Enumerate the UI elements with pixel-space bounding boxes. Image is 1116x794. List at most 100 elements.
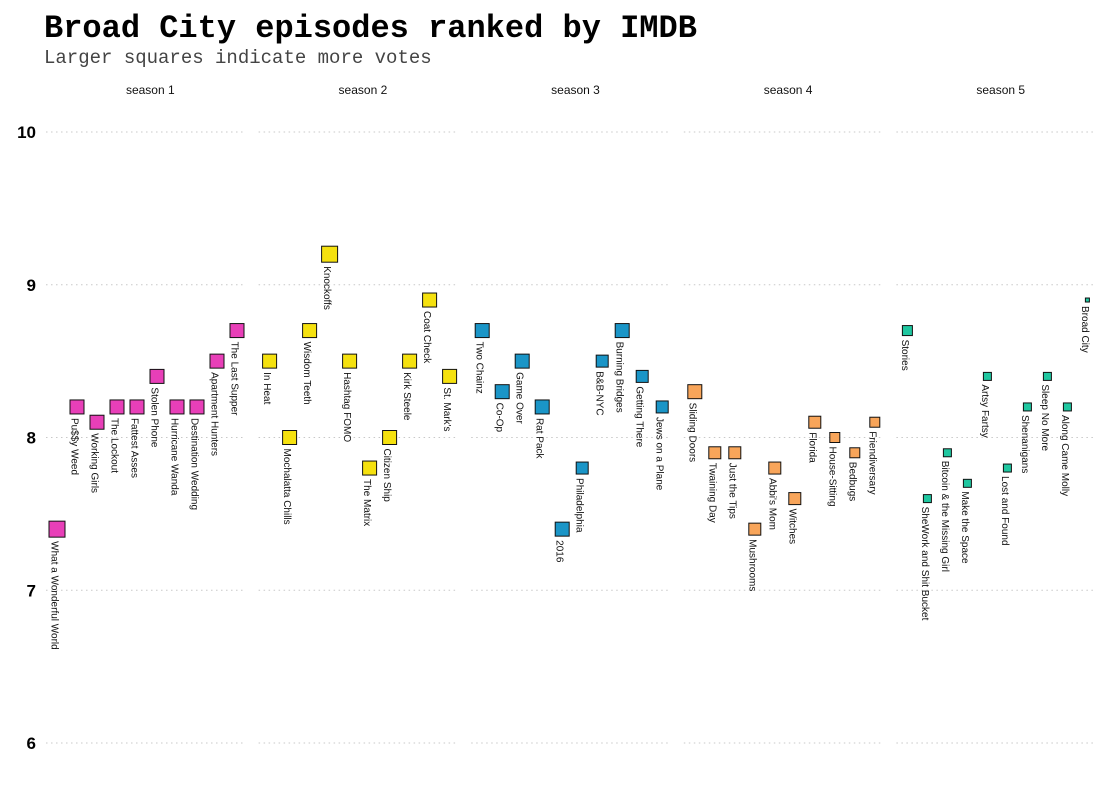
- episode-label: Stories: [899, 340, 910, 371]
- episode-label: The Matrix: [361, 479, 372, 526]
- episode-point: [109, 399, 125, 415]
- facet-season-3: season 3 Two Chainz Co-Op Game Over Rat Pack…: [474, 83, 669, 563]
- episode-point: [728, 446, 742, 460]
- episode-label: Sleep No More: [1039, 384, 1050, 451]
- episode-point: [282, 430, 298, 445]
- episode-label: Rat Pack: [534, 418, 545, 460]
- episode-label: Just the Tips: [726, 463, 737, 519]
- episode-label: St. Mark's: [441, 387, 452, 431]
- episode-point: [748, 522, 762, 536]
- chart-subtitle: Larger squares indicate more votes: [44, 47, 432, 69]
- episode-point: [442, 368, 458, 384]
- episode-label: Two Chainz: [474, 342, 485, 394]
- episode-point: [922, 494, 932, 504]
- episode-label: Stolen Phone: [149, 387, 160, 447]
- episode-point: [829, 432, 841, 443]
- episode-label: Mochalatta Chills: [281, 449, 292, 525]
- episode-point: [575, 461, 589, 475]
- episode-label: Working Girls: [89, 433, 100, 493]
- episode-label: Coat Check: [421, 311, 432, 364]
- episode-label: Co-Op: [494, 403, 505, 433]
- episode-point: [362, 460, 378, 476]
- episode-label: Twaining Day: [706, 463, 717, 523]
- episode-label: Witches: [786, 509, 797, 545]
- episode-label: Abbi's Mom: [766, 478, 777, 530]
- episode-point: [942, 448, 952, 458]
- episode-point: [209, 353, 225, 369]
- episode-point: [514, 353, 530, 369]
- episode-point: [788, 492, 802, 506]
- episode-point: [595, 354, 609, 368]
- episode-label: The Lockout: [109, 418, 120, 473]
- episode-point: [494, 384, 510, 400]
- chart-title: Broad City episodes ranked by IMDB: [44, 10, 697, 47]
- episode-label: Make the Space: [959, 491, 970, 564]
- facet-label: season 2: [339, 83, 388, 97]
- y-tick-label: 7: [27, 581, 36, 600]
- facet-season-1: season 1 What a Wonderful World Pu$$y Weed…: [48, 83, 245, 650]
- episode-label: Fattest Asses: [129, 418, 140, 478]
- episode-label: The Last Supper: [229, 342, 240, 417]
- episode-point: [189, 399, 205, 415]
- episode-point: [169, 399, 185, 415]
- episode-label: Apartment Hunters: [209, 372, 220, 456]
- episode-point: [1002, 463, 1012, 473]
- episode-label: Lost and Found: [999, 476, 1010, 546]
- episode-label: Artsy Fartsy: [979, 384, 990, 437]
- episode-point: [655, 400, 669, 414]
- episode-point: [614, 323, 630, 339]
- episode-point: [635, 369, 649, 383]
- episode-point: [302, 323, 318, 339]
- episode-point: [149, 368, 165, 384]
- facet-season-5: season 5 Stories SheWork and Shit Bucket Bi…: [899, 83, 1090, 621]
- episode-label: 2016: [554, 540, 565, 563]
- episode-label: Knockoffs: [321, 266, 332, 310]
- episode-label: Friendiversary: [866, 431, 877, 494]
- grid-lines: [46, 131, 1093, 744]
- episode-label: Hurricane Wanda: [169, 418, 180, 496]
- episode-label: Game Over: [514, 372, 525, 424]
- episode-point: [342, 353, 358, 369]
- episode-point: [69, 399, 85, 415]
- episode-point: [474, 323, 490, 339]
- episode-label: Shenanigans: [1019, 415, 1030, 473]
- episode-label: SheWork and Shit Bucket: [919, 507, 930, 621]
- episode-point: [1084, 297, 1090, 303]
- episode-label: In Heat: [261, 372, 272, 404]
- y-tick-label: 8: [27, 429, 36, 448]
- episode-point: [808, 415, 822, 429]
- episode-point: [402, 353, 418, 369]
- episode-label: What a Wonderful World: [49, 541, 60, 650]
- episode-point: [554, 521, 570, 537]
- episode-point: [422, 292, 438, 308]
- episode-label: House-Sitting: [826, 447, 837, 507]
- facet-label: season 5: [976, 83, 1025, 97]
- facet-season-2: season 2 In Heat Mochalatta Chills Wisdom T…: [261, 83, 458, 526]
- episode-label: Wisdom Teeth: [301, 342, 312, 405]
- episode-point: [1062, 402, 1072, 412]
- episode-point: [849, 447, 861, 459]
- episode-point: [869, 416, 881, 428]
- episode-label: Along Came Molly: [1059, 415, 1070, 496]
- episode-label: Florida: [806, 432, 817, 463]
- episode-point: [382, 430, 398, 445]
- episode-label: Burning Bridges: [614, 342, 625, 413]
- episode-label: Philadelphia: [574, 478, 585, 533]
- facet-label: season 1: [126, 83, 175, 97]
- episode-point: [129, 399, 145, 415]
- episode-label: Kirk Steele: [401, 372, 412, 421]
- facet-season-4: season 4 Sliding Doors Twaining Day Just th…: [686, 83, 881, 591]
- episode-label: Citizen Ship: [381, 449, 392, 503]
- episode-point: [962, 478, 972, 488]
- episode-label: Broad City: [1079, 306, 1090, 353]
- y-axis: 6 7 8 9 10: [17, 123, 36, 753]
- facet-label: season 4: [764, 83, 813, 97]
- episode-label: Destination Wedding: [189, 418, 200, 510]
- episode-label: Hashtag FOMO: [341, 372, 352, 442]
- episode-point: [708, 446, 722, 460]
- y-tick-label: 9: [27, 276, 36, 295]
- episode-point: [768, 461, 782, 475]
- episode-point: [901, 325, 913, 337]
- episode-label: Bedbugs: [846, 462, 857, 501]
